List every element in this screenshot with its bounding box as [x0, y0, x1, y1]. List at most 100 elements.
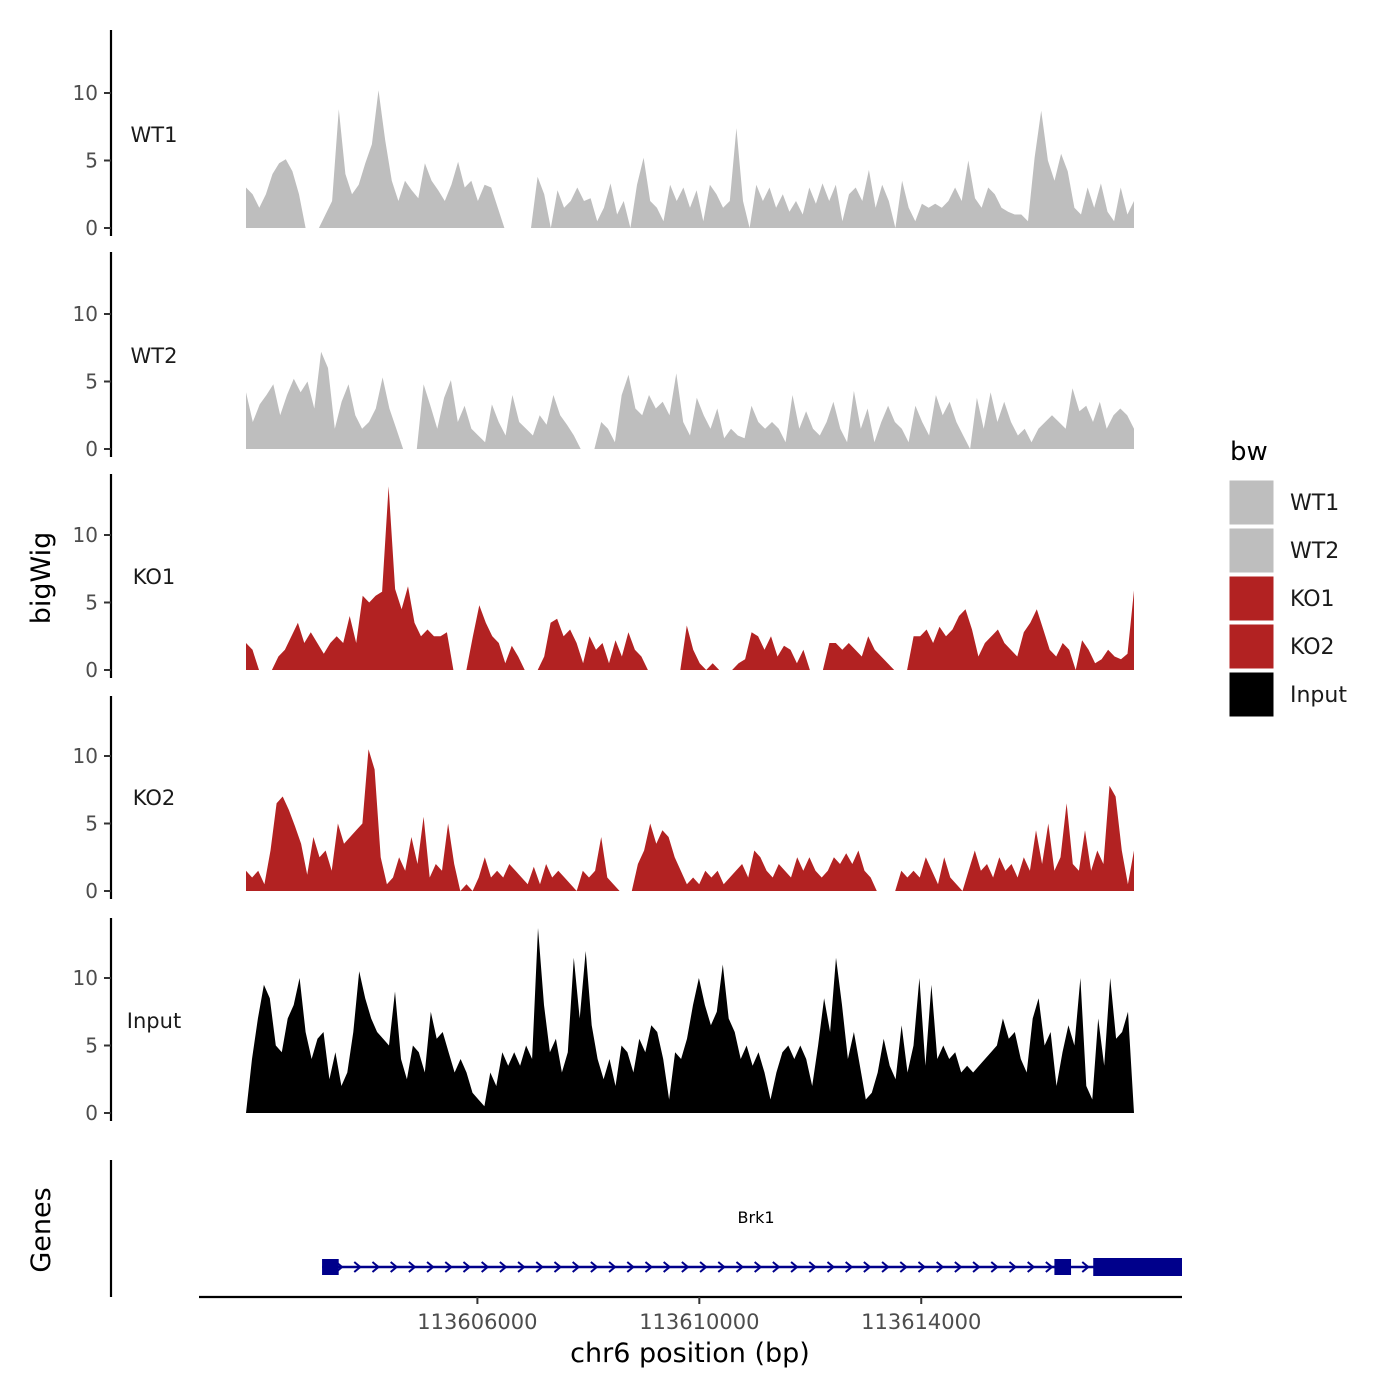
- strand-arrow: [826, 1261, 836, 1273]
- legend-swatch: [1228, 671, 1275, 718]
- strand-arrow: [936, 1261, 945, 1273]
- strand-arrow: [772, 1261, 781, 1273]
- coverage-area-wt1: [531, 110, 1134, 228]
- coverage-area-wt2: [246, 351, 404, 449]
- strand-arrow: [881, 1261, 890, 1273]
- y-tick-label: 0: [85, 437, 98, 461]
- strand-arrow: [1008, 1261, 1018, 1273]
- strand-arrow: [917, 1261, 927, 1273]
- strand-arrow: [590, 1261, 599, 1273]
- strand-arrow: [371, 1261, 381, 1273]
- strand-arrow: [390, 1261, 399, 1273]
- y-tick-label: 10: [73, 523, 98, 547]
- legend-item-input: Input: [1228, 671, 1347, 718]
- y-tick-label: 10: [73, 81, 98, 105]
- gene-exon: [1093, 1258, 1182, 1276]
- legend-item-ko1: KO1: [1228, 575, 1335, 622]
- x-tick-label: 113606000: [417, 1310, 537, 1334]
- y-tick-label: 0: [85, 879, 98, 903]
- y-tick-label: 0: [85, 216, 98, 240]
- coverage-area-ko1: [466, 605, 525, 670]
- strand-arrow: [845, 1261, 854, 1273]
- coverage-area-ko2: [895, 785, 1134, 891]
- strand-arrow: [1045, 1261, 1054, 1273]
- strand-arrow: [663, 1261, 672, 1273]
- legend: bw WT1 WT2 KO1 KO2 Input: [1228, 437, 1347, 718]
- coverage-area-input: [246, 928, 1134, 1113]
- strand-arrow: [644, 1261, 654, 1273]
- legend-swatch: [1228, 623, 1275, 670]
- track-label: KO1: [133, 565, 176, 589]
- strand-arrow: [754, 1261, 763, 1273]
- track-ko2: 0 5 10 KO2: [73, 696, 1134, 903]
- track-label: Input: [127, 1009, 181, 1033]
- coverage-area-ko1: [680, 625, 720, 670]
- y-tick-label: 5: [85, 1034, 98, 1058]
- legend-title: bw: [1230, 437, 1268, 467]
- legend-item-ko2: KO2: [1228, 623, 1335, 670]
- strand-arrow: [517, 1261, 526, 1273]
- y-tick-label: 0: [85, 658, 98, 682]
- y-tick-label: 10: [73, 966, 98, 990]
- strand-arrow: [681, 1261, 690, 1273]
- coverage-area-ko1: [537, 618, 648, 670]
- gene-exon: [322, 1259, 339, 1275]
- strand-arrow: [626, 1261, 635, 1273]
- coverage-area-wt1: [246, 159, 306, 228]
- coverage-area-ko1: [907, 590, 1134, 670]
- track-input: 0 5 10 Input: [73, 918, 1134, 1125]
- strand-arrow: [462, 1261, 472, 1273]
- legend-label: KO2: [1290, 635, 1335, 660]
- strand-arrow: [553, 1261, 563, 1273]
- coverage-area-wt2: [594, 373, 1134, 449]
- strand-arrow: [990, 1261, 999, 1273]
- strand-arrow: [972, 1261, 981, 1273]
- coverage-area-ko1: [732, 632, 810, 670]
- strand-arrow: [353, 1261, 362, 1273]
- coverage-area-ko2: [631, 823, 877, 891]
- strand-arrow: [1027, 1261, 1036, 1273]
- legend-label: Input: [1290, 683, 1347, 708]
- gene-exon: [1054, 1259, 1072, 1275]
- track-label: KO2: [133, 786, 176, 810]
- legend-swatch: [1228, 575, 1275, 622]
- legend-label: KO1: [1290, 587, 1335, 612]
- x-tick-label: 113614000: [861, 1310, 981, 1334]
- strand-arrow: [408, 1261, 417, 1273]
- strand-arrow: [608, 1261, 617, 1273]
- gene-brk1: Brk1: [322, 1208, 1182, 1276]
- strand-arrow: [535, 1261, 544, 1273]
- coverage-tracks: 0 5 10 WT1 0 5 10 WT2 0 5 10 KO1 0 5 10 KO2 0 5 10 Input: [73, 30, 1134, 1125]
- legend-swatch: [1228, 479, 1275, 526]
- x-tick-label: 113610000: [639, 1310, 759, 1334]
- strand-arrow: [808, 1261, 817, 1273]
- legend-swatch: [1228, 527, 1275, 574]
- strand-arrow: [717, 1261, 726, 1273]
- y-axis-title: bigWig: [26, 532, 57, 625]
- y-tick-label: 0: [85, 1101, 98, 1125]
- strand-arrow: [444, 1261, 453, 1273]
- coverage-area-ko1: [822, 636, 895, 670]
- y-tick-label: 5: [85, 812, 98, 836]
- strand-arrow: [499, 1261, 508, 1273]
- track-ko1: 0 5 10 KO1: [73, 474, 1134, 682]
- y-tick-label: 10: [73, 302, 98, 326]
- strand-arrow: [699, 1261, 708, 1273]
- y-tick-label: 5: [85, 370, 98, 394]
- gene-panel: Genes Brk1: [26, 1160, 1182, 1297]
- genes-title: Genes: [26, 1187, 57, 1272]
- strand-arrow: [426, 1261, 435, 1273]
- legend-label: WT1: [1290, 491, 1339, 516]
- strand-arrow: [899, 1261, 908, 1273]
- strand-arrow: [863, 1261, 872, 1273]
- legend-item-wt1: WT1: [1228, 479, 1339, 526]
- strand-arrow: [735, 1261, 745, 1273]
- track-wt2: 0 5 10 WT2: [73, 252, 1134, 461]
- y-tick-label: 10: [73, 744, 98, 768]
- strand-arrow: [790, 1261, 799, 1273]
- gene-label: Brk1: [738, 1208, 775, 1227]
- y-tick-label: 5: [85, 591, 98, 615]
- strand-arrow: [481, 1261, 490, 1273]
- y-tick-label: 5: [85, 149, 98, 173]
